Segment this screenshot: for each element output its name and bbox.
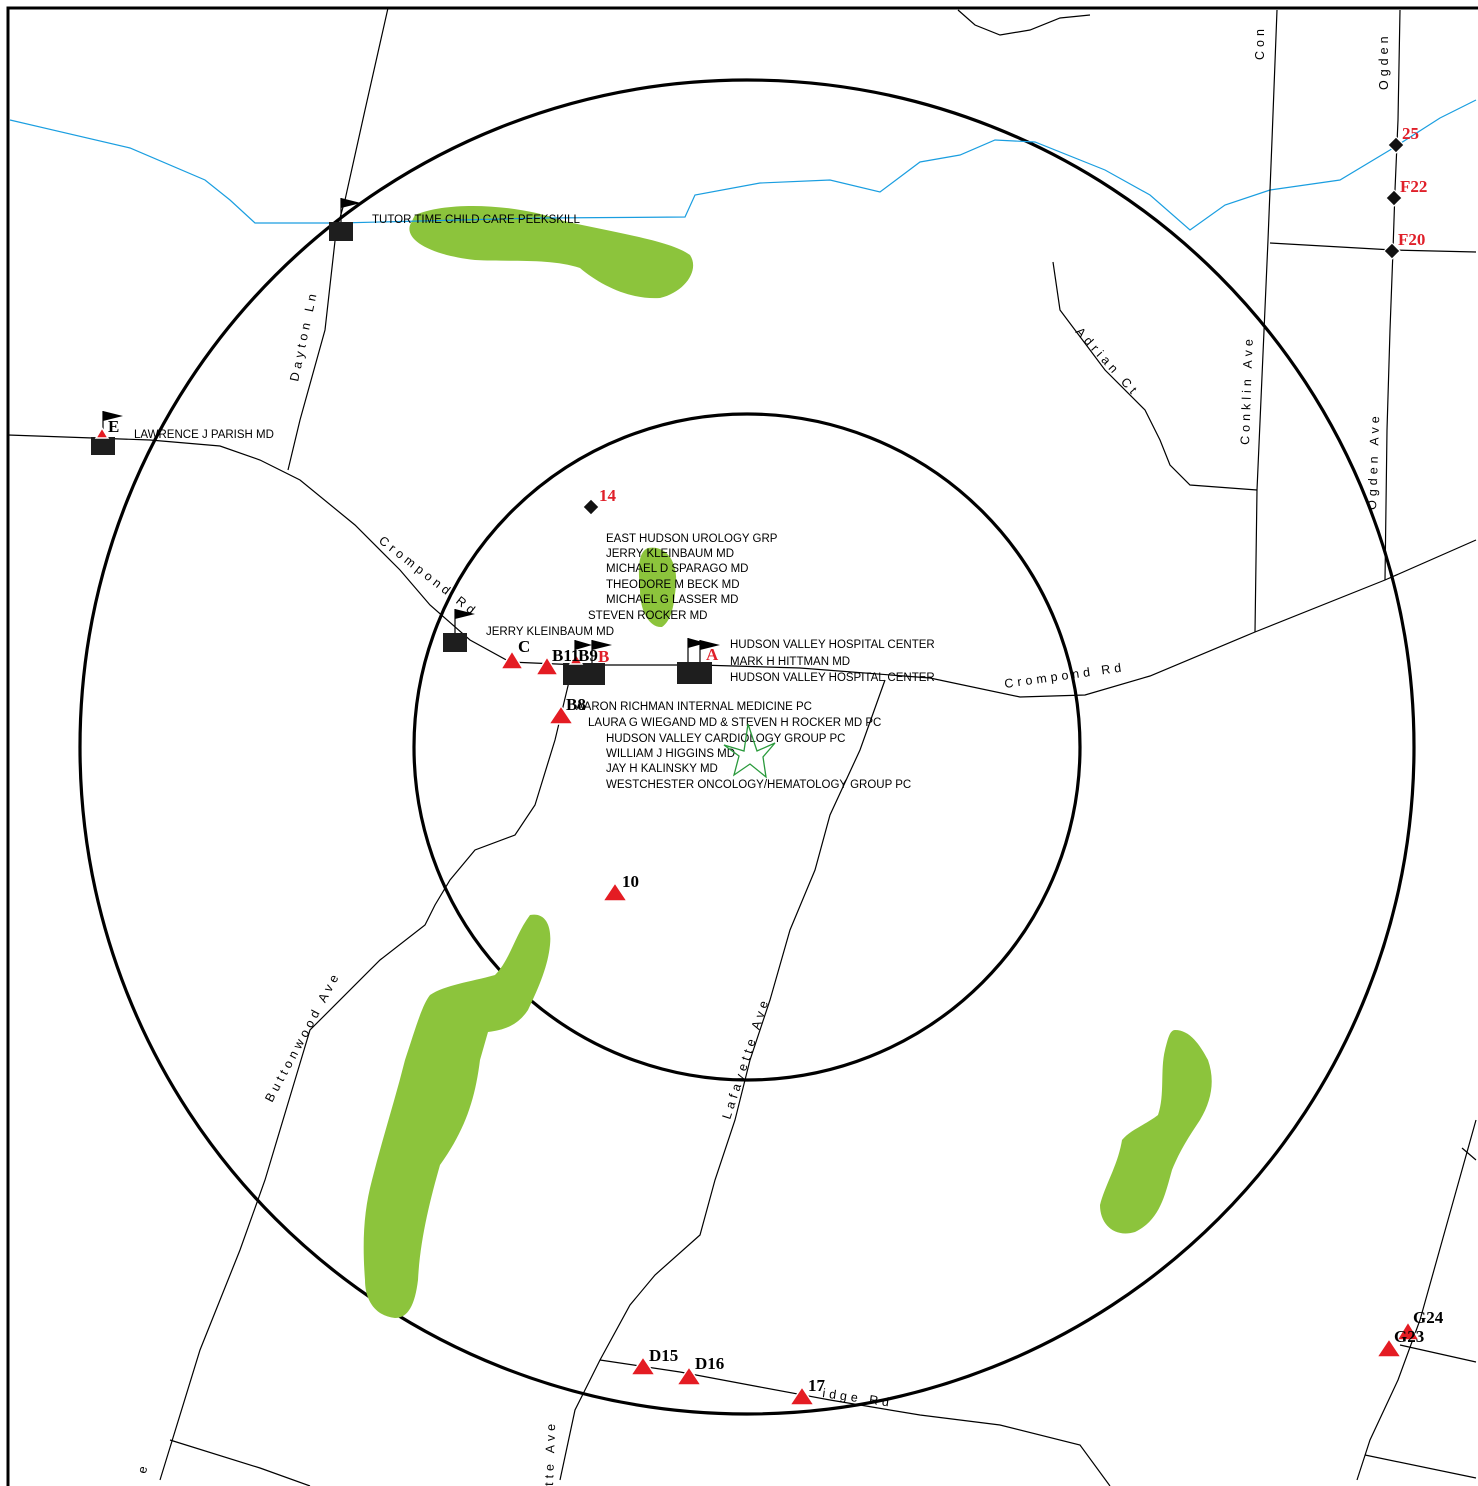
road-adrian — [1052, 261, 1258, 491]
marker-triangle-icon-b11[interactable] — [534, 655, 560, 676]
road-lafayette — [559, 679, 886, 1481]
street-label-lafayette: Lafayette Ave — [720, 995, 773, 1121]
facility-label-tutor: TUTOR TIME CHILD CARE PEEKSKILL — [372, 214, 581, 226]
marker-diamond-icon-f20[interactable] — [1383, 242, 1401, 260]
marker-label-g24: G24 — [1413, 1308, 1444, 1327]
marker-diamond-icon-25[interactable] — [1387, 136, 1405, 154]
inner-radius-zone — [412, 412, 1082, 1082]
building-cluster-b[interactable] — [563, 640, 612, 685]
street-label-lafayette-bottom: tte Ave — [542, 1420, 558, 1486]
marker-label-f20: F20 — [1398, 230, 1425, 249]
road-top-curve — [957, 9, 1091, 36]
road-ridge — [599, 1359, 1111, 1486]
facility-label-hvhc-2: HUDSON VALLEY HOSPITAL CENTER — [730, 672, 935, 684]
marker-label-b: B — [598, 647, 609, 666]
facility-label-richman: AARON RICHMAN INTERNAL MEDICINE PC — [576, 701, 812, 713]
marker-triangle-icon-b[interactable] — [568, 652, 584, 665]
facility-label-urology: EAST HUDSON UROLOGY GRP — [606, 533, 778, 545]
marker-triangle-icon-b8[interactable] — [547, 704, 575, 725]
marker-label-d15: D15 — [649, 1346, 678, 1365]
facility-label-kalinsky: JAY H KALINSKY MD — [606, 763, 718, 775]
parks — [363, 205, 1212, 1318]
roads — [7, 7, 1477, 1486]
street-labels: Dayton Ln Crompond Rd Crompond Rd Adrian… — [135, 25, 1391, 1486]
marker-label-a: A — [706, 645, 719, 664]
diamond-markers — [582, 136, 1405, 516]
road-southeast-4 — [1364, 1454, 1477, 1479]
marker-triangle-icon-d15[interactable] — [629, 1355, 657, 1376]
facility-label-kleinbaum-1: JERRY KLEINBAUM MD — [606, 548, 734, 560]
road-f20-street — [1269, 242, 1477, 253]
road-southeast-2 — [1461, 1147, 1477, 1161]
street-label-bottom-left: e — [135, 1461, 151, 1474]
facility-label-kleinbaum-2: JERRY KLEINBAUM MD — [486, 626, 614, 638]
facility-label-wiegand: LAURA G WIEGAND MD & STEVEN H ROCKER MD … — [588, 717, 881, 729]
marker-label-f22: F22 — [1400, 177, 1427, 196]
building-kleinbaum[interactable] — [443, 609, 475, 652]
street-label-buttonwood: Buttonwood Ave — [262, 969, 343, 1105]
marker-label-b8: B8 — [566, 695, 586, 714]
marker-label-b11: B11 — [552, 646, 579, 665]
facility-label-lasser: MICHAEL G LASSER MD — [606, 594, 739, 606]
building-hospital[interactable] — [677, 638, 720, 684]
street-label-conklin: Conklin Ave — [1238, 335, 1256, 445]
outer-radius-zone — [78, 78, 1416, 1416]
building-tutor-time[interactable] — [329, 198, 361, 241]
street-label-conklin-top: Con — [1253, 25, 1267, 60]
marker-triangle-icon-10[interactable] — [601, 881, 629, 902]
marker-label-10: 10 — [622, 872, 639, 891]
stream — [9, 99, 1477, 231]
facility-label-hittman: MARK H HITTMAN MD — [730, 656, 850, 668]
road-conklin — [1254, 9, 1278, 633]
marker-label-e: E — [108, 417, 119, 436]
street-label-dayton: Dayton Ln — [287, 289, 320, 383]
map-frame — [6, 6, 1478, 1486]
street-label-ogden: Ogden Ave — [1365, 412, 1382, 510]
park-southeast — [1100, 1030, 1212, 1234]
facility-label-sparago: MICHAEL D SPARAGO MD — [606, 563, 749, 575]
marker-triangle-icon-g24[interactable] — [1395, 1320, 1421, 1341]
park-north — [409, 205, 694, 299]
road-bottom-left — [169, 1439, 311, 1486]
road-southeast-3 — [1399, 1344, 1477, 1363]
marker-label-17: 17 — [808, 1376, 826, 1395]
facility-label-hvhc-1: HUDSON VALLEY HOSPITAL CENTER — [730, 639, 935, 651]
street-label-ogden-top: Ogden — [1377, 32, 1391, 90]
road-ogden — [1384, 9, 1401, 581]
facility-label-higgins: WILLIAM J HIGGINS MD — [606, 748, 735, 760]
marker-label-b9: B9 — [578, 646, 598, 665]
facility-buildings — [91, 198, 720, 685]
marker-label-g23: G23 — [1394, 1327, 1424, 1346]
marker-label-14: 14 — [599, 486, 617, 505]
facility-label-rocker: STEVEN ROCKER MD — [588, 610, 708, 622]
marker-triangle-icon-e[interactable] — [94, 426, 110, 439]
marker-triangle-icon-c[interactable] — [499, 649, 525, 670]
marker-triangle-icon-17[interactable] — [788, 1385, 816, 1406]
marker-triangle-icon-g23[interactable] — [1375, 1337, 1403, 1358]
park-center — [638, 547, 677, 628]
road-buttonwood — [159, 664, 574, 1481]
marker-diamond-icon-f22[interactable] — [1385, 189, 1403, 207]
marker-diamond-icon-14[interactable] — [582, 498, 600, 516]
facility-label-parish: LAWRENCE J PARISH MD — [134, 429, 274, 441]
facility-label-beck: THEODORE M BECK MD — [606, 579, 740, 591]
marker-label-c: C — [518, 637, 530, 656]
marker-labels: C B11 B9 B A B8 E 14 10 25 F22 F20 D15 D… — [108, 124, 1444, 1395]
subject-site-star-icon[interactable] — [723, 723, 776, 779]
road-southeast-1 — [1356, 1119, 1477, 1481]
facility-label-cardiology: HUDSON VALLEY CARDIOLOGY GROUP PC — [606, 733, 845, 745]
street-label-crompond-east: Crompond Rd — [1003, 660, 1126, 691]
street-label-adrian: Adrian Ct — [1073, 325, 1142, 400]
park-southwest — [363, 914, 551, 1318]
triangle-markers — [94, 426, 1421, 1406]
building-parish[interactable] — [91, 411, 123, 455]
marker-label-d16: D16 — [695, 1354, 724, 1373]
facility-label-oncology: WESTCHESTER ONCOLOGY/HEMATOLOGY GROUP PC — [606, 779, 911, 791]
street-label-crompond-west: Crompond Rd — [376, 533, 481, 619]
marker-label-25: 25 — [1402, 124, 1419, 143]
marker-triangle-icon-d16[interactable] — [675, 1365, 703, 1386]
facility-labels: TUTOR TIME CHILD CARE PEEKSKILL LAWRENCE… — [134, 214, 935, 791]
